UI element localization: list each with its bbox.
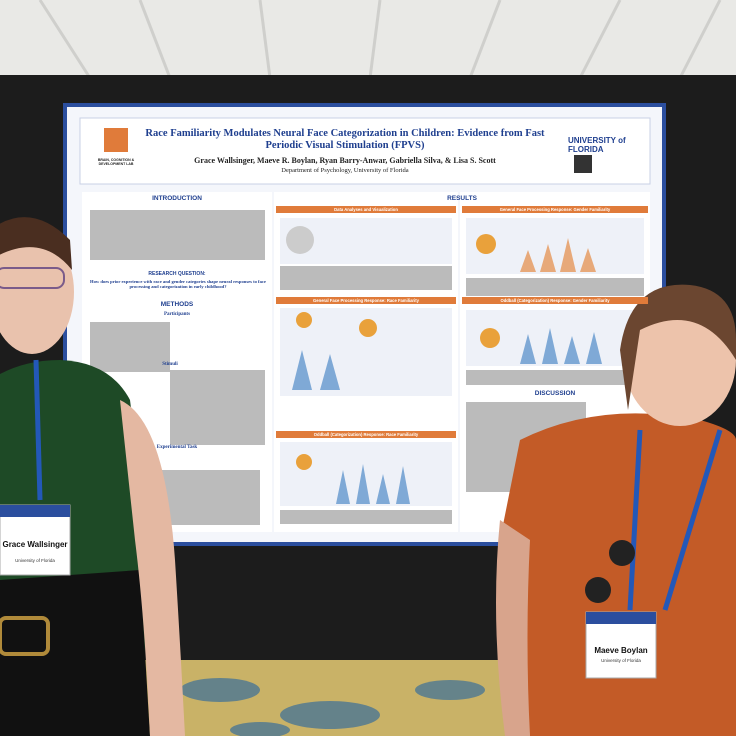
section-header: METHODS xyxy=(160,301,194,308)
badge-left-band xyxy=(0,505,70,517)
panel-header: Data Analyses and Visualization xyxy=(276,206,456,213)
poster-title: Race Familiarity Modulates Neural Face C… xyxy=(145,128,545,152)
panel-header: Oddball (Categorization) Response: Race … xyxy=(276,431,456,438)
poster-department: Department of Psychology, University of … xyxy=(281,167,409,174)
lab-logo xyxy=(104,128,128,152)
tent-folds xyxy=(38,0,722,79)
person-right xyxy=(496,284,736,736)
panel-header: General Face Processing Response: Gender… xyxy=(462,206,648,213)
section-header: DISCUSSION xyxy=(534,390,576,397)
subsection-header: Experimental Task xyxy=(156,445,198,450)
panel-header: Oddball (Categorization) Response: Gende… xyxy=(462,297,648,304)
section-header: INTRODUCTION xyxy=(152,195,202,202)
badge-affiliation: University of Florida xyxy=(15,558,55,563)
poster-authors: Grace Wallsinger, Maeve R. Boylan, Ryan … xyxy=(194,156,496,165)
qr-code xyxy=(574,155,592,173)
panel-header: General Face Processing Response: Race F… xyxy=(276,297,456,304)
university-logo-text: UNIVERSITY of FLORIDA xyxy=(568,136,626,155)
carpet-pattern xyxy=(180,678,485,736)
subsection-header: Stimuli xyxy=(162,362,178,367)
badge-name: Grace Wallsinger xyxy=(2,540,68,549)
poster-header xyxy=(79,117,651,185)
badge-name: Maeve Boylan xyxy=(594,646,648,655)
tent-ceiling xyxy=(0,0,736,80)
chart-figures xyxy=(280,218,644,506)
badge-affiliation: University of Florida xyxy=(601,658,641,663)
section-header: RESEARCH QUESTION: xyxy=(148,271,206,277)
badge-right-band xyxy=(586,612,656,624)
section-header: RESULTS xyxy=(447,195,477,202)
subsection-header: Participants xyxy=(163,312,191,317)
person-left xyxy=(0,217,185,736)
research-question: How does prior experience with race and … xyxy=(90,279,266,290)
lab-name: BRAIN, COGNITION & DEVELOPMENT LAB xyxy=(97,158,135,167)
